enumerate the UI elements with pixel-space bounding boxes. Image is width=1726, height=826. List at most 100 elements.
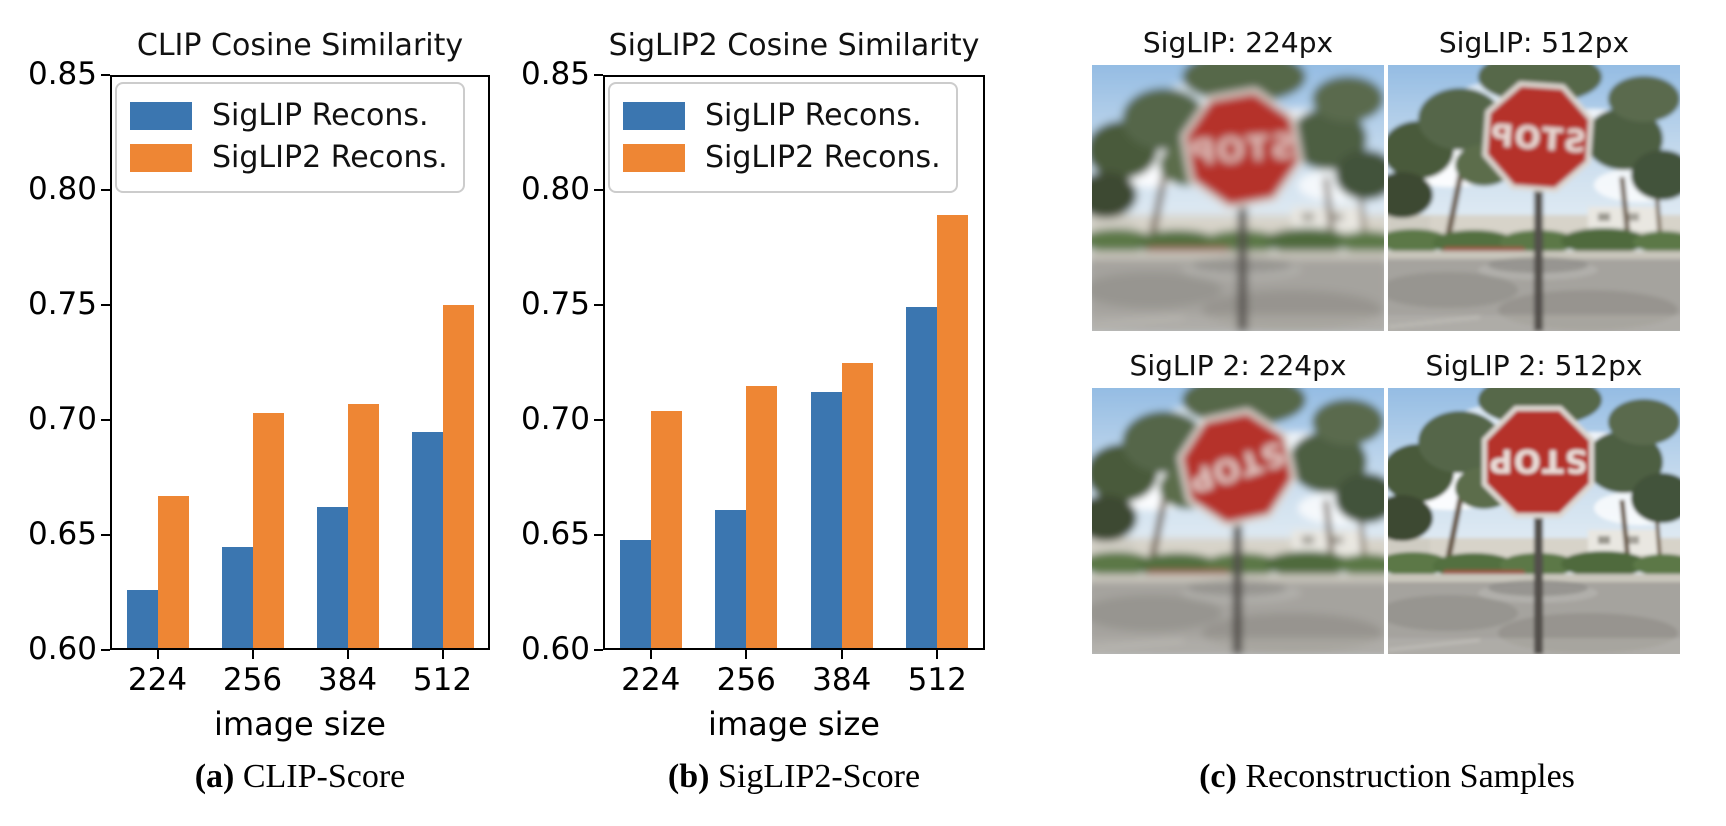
chart-clip-score: CLIP Cosine Similarity 0.60 0.65 0.70 0.75 0.…: [28, 28, 490, 743]
stop-sign: STOP: [1482, 81, 1594, 193]
sample-title: SigLIP 2: 224px: [1129, 349, 1347, 382]
x-tick-mark: [840, 650, 843, 659]
sample-photo-svg: STOP: [1388, 388, 1680, 654]
x-tick-mark: [156, 650, 159, 659]
y-tick-mark: [594, 189, 603, 191]
x-tick-label: 384: [812, 662, 872, 698]
x-tick-label: 256: [716, 662, 776, 698]
legend-swatch-siglip: [623, 101, 685, 130]
bar-siglip2-384: [841, 362, 873, 650]
svg-text:STOP: STOP: [1488, 118, 1587, 161]
legend-swatch-siglip: [130, 101, 192, 130]
caption-c-text: Reconstruction Samples: [1245, 758, 1575, 795]
bar-siglip2-256: [746, 385, 778, 650]
legend: SigLIP Recons. SigLIP2 Recons.: [115, 82, 465, 193]
legend: SigLIP Recons. SigLIP2 Recons.: [608, 82, 958, 193]
bar-siglip-224: [126, 590, 158, 650]
bar-siglip2-224: [650, 410, 682, 650]
y-tick-mark: [101, 304, 110, 306]
sample-photo: STOP: [1388, 388, 1680, 654]
sample-siglip-512: SigLIP: 512px STOP: [1388, 26, 1680, 331]
y-tick-label: 0.80: [27, 171, 97, 207]
legend-item: SigLIP2 Recons.: [130, 140, 448, 175]
bar-siglip2-256: [252, 413, 284, 650]
x-tick-mark: [649, 650, 652, 659]
bar-siglip-512: [411, 431, 443, 650]
legend-swatch-siglip2: [130, 143, 192, 172]
plot-border: [110, 75, 490, 650]
legend-label: SigLIP Recons.: [212, 98, 429, 133]
x-tick-mark: [346, 650, 349, 659]
bar-siglip-256: [221, 546, 253, 650]
plot-border: [603, 75, 985, 650]
chart-title: SigLIP2 Cosine Similarity: [608, 28, 980, 63]
x-tick-label: 384: [317, 662, 378, 698]
caption-b-label: (b): [667, 758, 710, 795]
sample-siglip2-224: SigLIP 2: 224px STOP: [1092, 349, 1384, 654]
sample-title: SigLIP: 224px: [1142, 26, 1334, 59]
y-tick-label: 0.75: [520, 286, 590, 322]
x-tick-label: 224: [621, 662, 681, 698]
y-tick-mark: [594, 534, 603, 536]
y-tick-mark: [101, 189, 110, 191]
x-tick-mark: [936, 650, 939, 659]
stop-sign: STOP: [1180, 87, 1304, 211]
y-tick-mark: [594, 304, 603, 306]
bar-siglip2-512: [937, 215, 969, 650]
bar-siglip-512: [906, 307, 938, 650]
caption-panel-a: (a) CLIP-Score: [110, 758, 490, 796]
y-tick-label: 0.70: [520, 401, 590, 437]
y-tick-label: 0.80: [520, 171, 590, 207]
caption-c-label: (c): [1199, 758, 1237, 795]
svg-text:STOP: STOP: [1488, 442, 1588, 480]
x-tick-mark: [745, 650, 748, 659]
x-tick-label: 224: [127, 662, 188, 698]
y-tick-label: 0.60: [520, 631, 590, 667]
sample-photo-svg: STOP: [1092, 65, 1384, 331]
x-axis-label: image size: [708, 705, 880, 743]
stop-sign: STOP: [1481, 405, 1595, 519]
stop-sign: STOP: [1177, 408, 1297, 528]
svg-text:STOP: STOP: [1188, 126, 1296, 173]
bar-siglip-384: [316, 507, 348, 650]
sample-photo-svg: STOP: [1388, 65, 1680, 331]
legend-label: SigLIP Recons.: [705, 98, 922, 133]
sample-siglip-224: SigLIP: 224px STOP: [1092, 26, 1384, 331]
y-tick-label: 0.75: [27, 286, 97, 322]
y-tick-label: 0.65: [27, 516, 97, 552]
caption-b-text: SigLIP2-Score: [717, 758, 921, 795]
x-tick-label: 256: [222, 662, 283, 698]
sample-photo-svg: STOP: [1092, 388, 1384, 654]
bar-siglip2-384: [347, 403, 379, 650]
y-tick-mark: [101, 649, 110, 651]
caption-panel-b: (b) SigLIP2-Score: [603, 758, 985, 796]
sample-photo: STOP: [1092, 65, 1384, 331]
y-tick-mark: [594, 74, 603, 76]
legend-item: SigLIP Recons.: [623, 98, 941, 133]
y-tick-mark: [101, 419, 110, 421]
bar-siglip-256: [715, 509, 747, 650]
legend-item: SigLIP2 Recons.: [623, 140, 941, 175]
x-axis-label: image size: [214, 705, 386, 743]
bar-siglip2-512: [442, 305, 474, 650]
legend-swatch-siglip2: [623, 143, 685, 172]
y-tick-label: 0.70: [27, 401, 97, 437]
y-tick-mark: [101, 534, 110, 536]
y-tick-label: 0.65: [520, 516, 590, 552]
caption-a-text: CLIP-Score: [242, 758, 406, 795]
x-tick-mark: [251, 650, 254, 659]
chart-siglip2-score: SigLIP2 Cosine Similarity 0.60 0.65 0.70 0.7…: [521, 28, 985, 743]
bar-siglip2-224: [157, 495, 189, 650]
x-tick-mark: [441, 650, 444, 659]
sample-photo: STOP: [1388, 65, 1680, 331]
y-tick-mark: [594, 649, 603, 651]
bar-siglip-384: [810, 392, 842, 650]
legend-label: SigLIP2 Recons.: [705, 140, 941, 175]
legend-label: SigLIP2 Recons.: [212, 140, 448, 175]
sample-photo: STOP: [1092, 388, 1384, 654]
y-tick-label: 0.85: [27, 56, 97, 92]
caption-a-label: (a): [194, 758, 235, 795]
x-tick-label: 512: [907, 662, 967, 698]
legend-item: SigLIP Recons.: [130, 98, 448, 133]
